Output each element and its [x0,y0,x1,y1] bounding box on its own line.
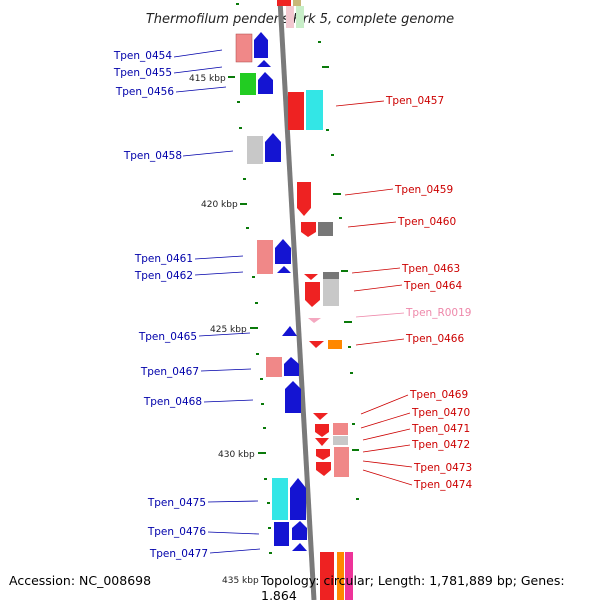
gene-label[interactable]: Tpen_0455 [113,67,172,79]
right-gene-labels: Tpen_0457 Tpen_0459 Tpen_0460 Tpen_0463 … [385,95,472,491]
gene-label[interactable]: Tpen_0477 [149,548,208,560]
gene-label[interactable]: Tpen_0467 [140,366,199,378]
chromosome-backbone [277,0,317,600]
left-connectors [173,49,261,554]
gene-label[interactable]: Tpen_R0019 [405,307,471,319]
gene-label[interactable]: Tpen_0475 [147,497,206,509]
scale-mark-label: 415 kbp [189,74,226,84]
gene-label[interactable]: Tpen_0468 [143,396,202,408]
gene-label[interactable]: Tpen_0463 [401,263,460,275]
gene-label[interactable]: Tpen_0470 [411,407,470,419]
gene-label[interactable]: Tpen_0458 [123,150,182,162]
scale-mark-label: 435 kbp [222,576,259,586]
gene-label[interactable]: Tpen_0465 [138,331,197,343]
gene-label[interactable]: Tpen_0460 [397,216,456,228]
gene-label[interactable]: Tpen_0454 [113,50,172,62]
gene-label[interactable]: Tpen_0466 [405,333,464,345]
right-connectors [335,100,413,486]
accession-text: Accession: NC_008698 [9,573,152,588]
minor-ticks [236,3,359,554]
gene-label[interactable]: Tpen_0457 [385,95,444,107]
gene-label[interactable]: Tpen_0476 [147,526,206,538]
gene-label[interactable]: Tpen_0473 [413,462,472,474]
gene-label[interactable]: Tpen_0469 [409,389,468,401]
gene-label[interactable]: Tpen_0459 [394,184,453,196]
gene-label[interactable]: Tpen_0472 [411,439,470,451]
rna-connector [355,312,405,318]
gene-label[interactable]: Tpen_0461 [134,253,193,265]
scale-mark-label: 420 kbp [201,200,238,210]
gene-label[interactable]: Tpen_0456 [115,86,174,98]
topology-text: Topology: circular; Length: 1,781,889 bp… [261,573,565,600]
gene-label[interactable]: Tpen_0462 [134,270,193,282]
gene-label[interactable]: Tpen_0474 [413,479,472,491]
gene-label[interactable]: Tpen_0471 [411,423,470,435]
gene-features [235,0,353,600]
scale-marks: 415 kbp 420 kbp 425 kbp 430 kbp 435 kbp [189,74,266,586]
gene-label[interactable]: Tpen_0464 [403,280,462,292]
scale-mark-label: 425 kbp [210,325,247,335]
scale-mark-label: 430 kbp [218,450,255,460]
left-gene-labels: Tpen_0454 Tpen_0455 Tpen_0456 Tpen_0458 … [113,50,208,560]
